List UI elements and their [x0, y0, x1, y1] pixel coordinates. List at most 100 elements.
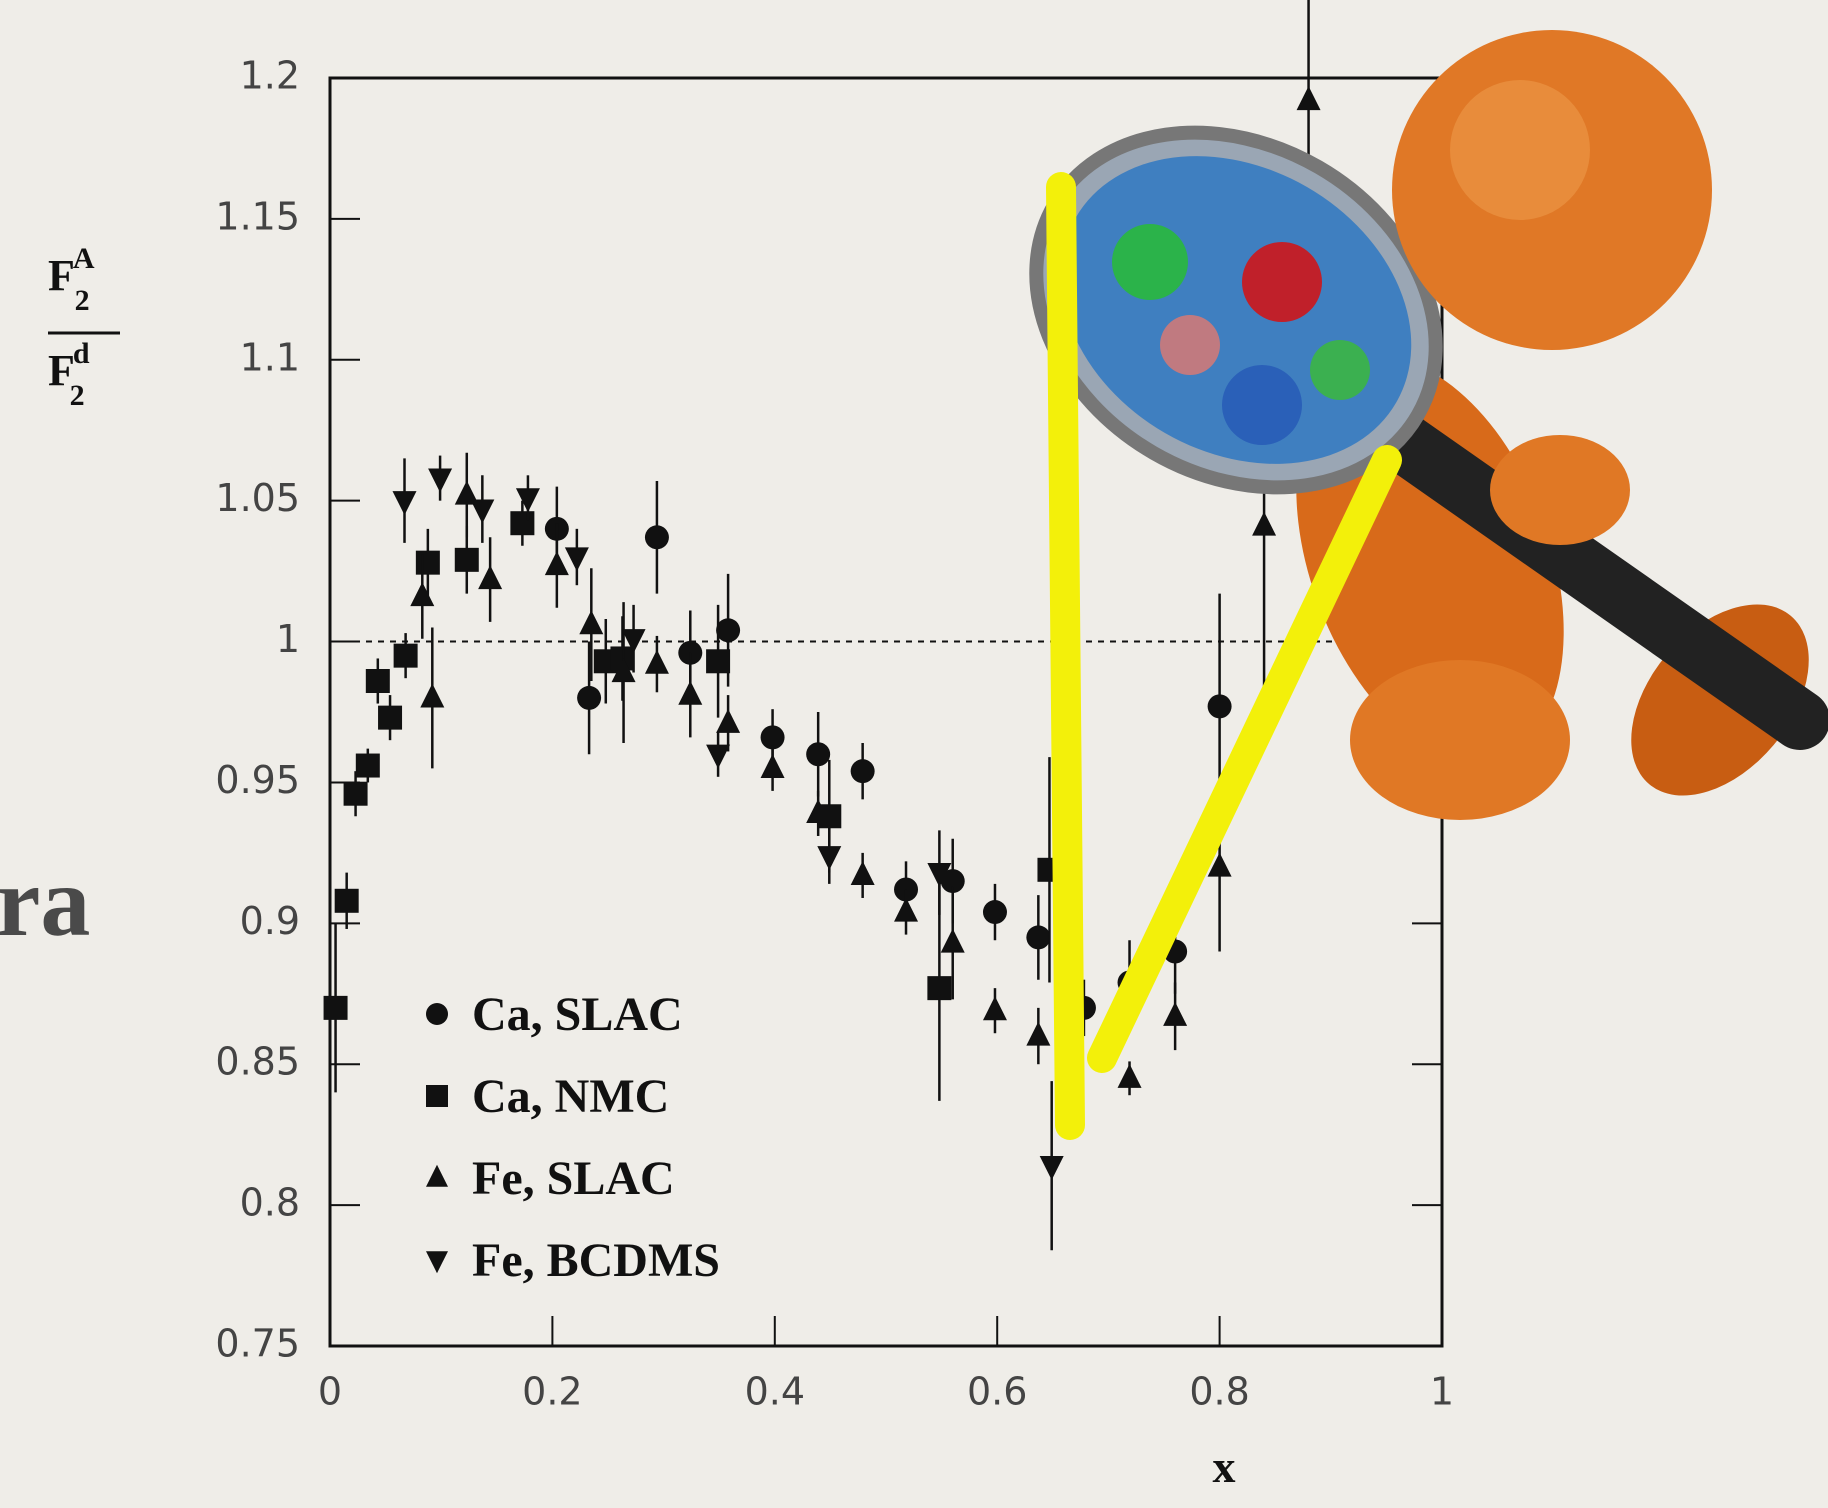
point	[927, 976, 952, 1001]
legend-marker	[426, 1251, 448, 1274]
point	[678, 680, 703, 705]
point	[1117, 1063, 1142, 1088]
legend-label: Ca, SLAC	[472, 988, 683, 1041]
y-label-den: Fd 2	[48, 337, 90, 412]
point	[1207, 852, 1232, 877]
point	[454, 547, 479, 572]
point	[611, 658, 636, 683]
x-tick-label: 0.8	[1189, 1370, 1249, 1414]
legend-marker	[426, 1164, 448, 1187]
point	[644, 525, 669, 550]
x-tick-label: 0.2	[522, 1370, 582, 1414]
point	[760, 753, 785, 778]
point	[850, 861, 875, 886]
point	[940, 928, 965, 953]
point	[850, 759, 875, 784]
point	[577, 685, 602, 710]
point	[927, 863, 952, 888]
legend-marker	[426, 1003, 448, 1025]
point	[323, 995, 348, 1020]
point	[982, 996, 1007, 1021]
point	[760, 725, 785, 750]
point	[355, 753, 380, 778]
y-tick-label: 1.05	[215, 476, 300, 520]
point	[1207, 694, 1232, 719]
point	[334, 888, 359, 913]
point	[415, 550, 440, 575]
quark	[1160, 315, 1220, 375]
point	[420, 683, 445, 708]
side-text: ra	[0, 846, 90, 957]
point	[1026, 1021, 1051, 1046]
figure-knee	[1350, 660, 1570, 820]
point	[716, 618, 741, 643]
legend-label: Ca, NMC	[472, 1070, 669, 1123]
plot-area: 0.75 0.8 0.85 0.9 0.95 1 1.05 1.1 1.15 1.2 0 0.2 0.4…	[215, 0, 1454, 1414]
point	[1026, 925, 1051, 950]
point	[564, 547, 589, 572]
point	[1296, 86, 1321, 111]
y-tick-label: 1.2	[240, 54, 300, 98]
legend-label: Fe, SLAC	[472, 1152, 675, 1205]
point	[510, 511, 535, 536]
sup: d	[73, 337, 90, 370]
y-tick-label: 1.15	[215, 194, 300, 238]
point	[1039, 1156, 1064, 1181]
quark	[1112, 224, 1188, 300]
y-axis-label: FA 2 Fd 2	[48, 242, 120, 412]
y-tick-label: 0.85	[215, 1040, 300, 1084]
y-tick-label: 0.9	[240, 899, 300, 943]
annotation-stroke	[1046, 172, 1402, 1140]
sup: A	[73, 242, 95, 275]
magnifier-handle	[1370, 410, 1828, 750]
point	[806, 799, 831, 824]
sub: 2	[75, 284, 90, 317]
figure-hand	[1490, 435, 1630, 545]
x-axis-label: x	[1213, 1441, 1236, 1492]
point	[392, 491, 417, 516]
point	[621, 629, 646, 654]
point	[343, 781, 368, 806]
y-label-num: FA 2	[48, 242, 95, 317]
overlay-cartoon	[1029, 30, 1828, 1140]
point	[470, 499, 495, 524]
point	[706, 744, 731, 769]
point	[982, 900, 1007, 925]
point	[378, 705, 403, 730]
x-tick-label: 1	[1430, 1370, 1454, 1414]
point	[544, 551, 569, 576]
point	[428, 468, 453, 493]
point	[716, 708, 741, 733]
point	[644, 649, 669, 674]
point	[579, 610, 604, 635]
point	[410, 582, 435, 607]
point	[1163, 1001, 1188, 1026]
y-tick-label: 1	[276, 617, 300, 661]
base: F	[48, 251, 75, 300]
point	[478, 565, 503, 590]
point	[1252, 511, 1277, 536]
base: F	[48, 346, 75, 395]
point	[454, 480, 479, 505]
legend-label: Fe, BCDMS	[472, 1234, 720, 1287]
y-tick-label: 0.8	[240, 1181, 300, 1225]
point	[365, 669, 390, 694]
quark	[1242, 242, 1322, 322]
x-tick-label: 0	[318, 1370, 342, 1414]
sub: 2	[70, 379, 85, 412]
quark	[1222, 365, 1302, 445]
point	[894, 897, 919, 922]
point	[706, 649, 731, 674]
head-highlight	[1450, 80, 1590, 220]
point	[515, 488, 540, 513]
quark	[1310, 340, 1370, 400]
x-tick-label: 0.4	[745, 1370, 805, 1414]
point	[940, 869, 965, 894]
y-tick-label: 0.75	[215, 1322, 300, 1366]
legend-marker	[426, 1085, 448, 1107]
point	[806, 742, 831, 767]
point	[393, 643, 418, 668]
x-tick-label: 0.6	[967, 1370, 1027, 1414]
